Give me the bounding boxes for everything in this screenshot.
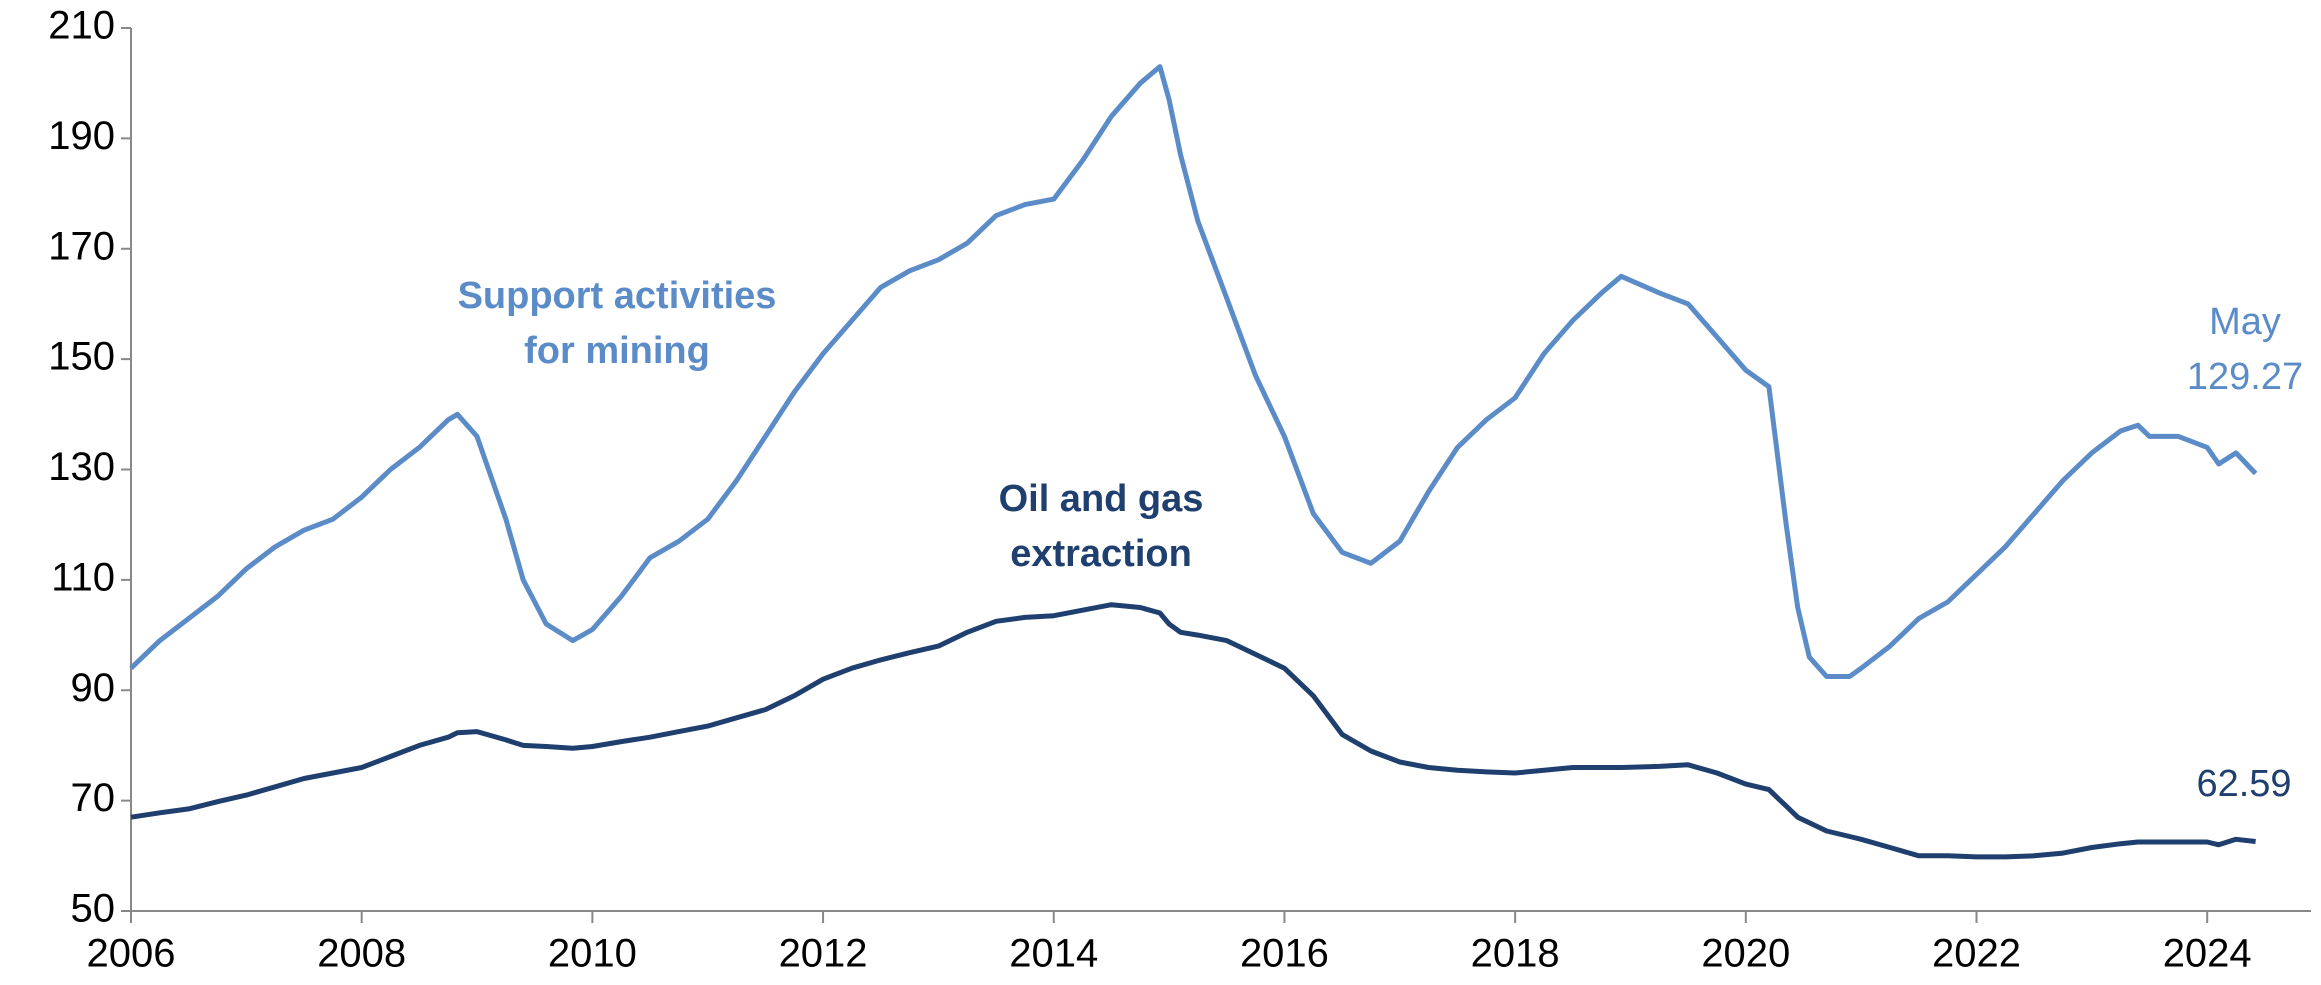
x-tick-label: 2024 xyxy=(2163,932,2252,976)
annotation: 62.59 xyxy=(2196,763,2291,805)
annotation: Support activities for mining xyxy=(458,275,777,372)
y-tick-label: 90 xyxy=(71,666,116,710)
x-tick-label: 2008 xyxy=(317,932,406,976)
series-line xyxy=(129,64,2258,679)
x-tick-label: 2022 xyxy=(1932,932,2021,976)
annotation-line: extraction xyxy=(1010,533,1192,575)
x-tick-label: 2016 xyxy=(1240,932,1329,976)
x-tick-label: 2006 xyxy=(87,932,176,976)
annotation-line: Support activities xyxy=(458,275,777,317)
x-tick-label: 2014 xyxy=(1009,932,1098,976)
x-tick-label: 2018 xyxy=(1471,932,1560,976)
y-tick-label: 190 xyxy=(48,114,115,158)
x-tick-label: 2012 xyxy=(779,932,868,976)
annotation-line: 129.27 xyxy=(2187,356,2303,398)
annotation-line: 62.59 xyxy=(2196,763,2291,805)
series-line xyxy=(130,602,2256,860)
y-tick-label: 130 xyxy=(48,445,115,489)
annotation: Oil and gas extraction xyxy=(999,478,1204,575)
annotation: May 129.27 xyxy=(2187,301,2303,398)
y-tick-label: 110 xyxy=(51,555,115,599)
y-tick-label: 50 xyxy=(71,887,116,931)
annotation-line: May xyxy=(2209,301,2281,343)
y-tick-label: 70 xyxy=(71,776,116,820)
x-tick-label: 2010 xyxy=(548,932,637,976)
annotation-line: for mining xyxy=(524,330,710,372)
annotation-line: Oil and gas xyxy=(999,478,1204,520)
y-tick-label: 210 xyxy=(48,4,115,48)
x-tick-label: 2020 xyxy=(1701,932,1790,976)
y-tick-label: 150 xyxy=(48,335,115,379)
y-tick-label: 170 xyxy=(48,224,115,268)
